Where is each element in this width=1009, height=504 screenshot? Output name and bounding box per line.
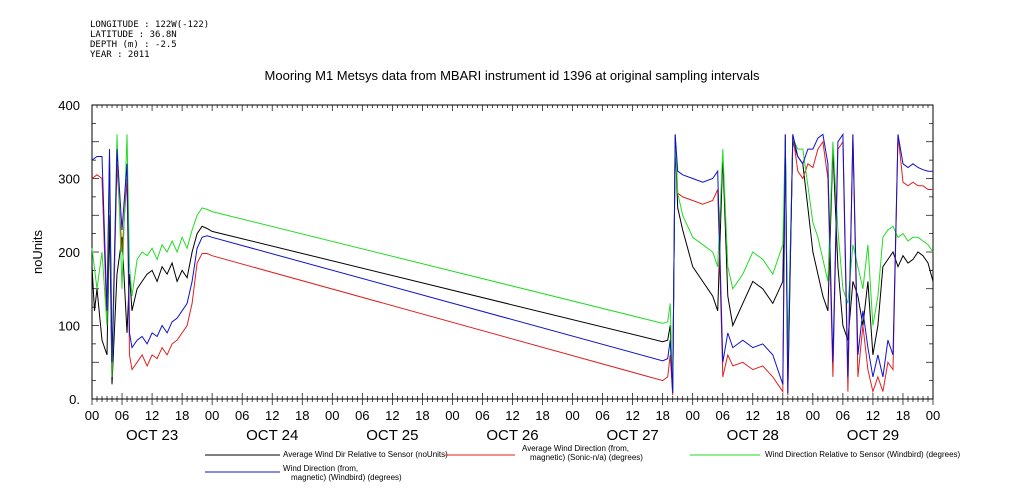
legend-label-2: magnetic) (Sonic-n/a) (degrees) — [530, 453, 643, 462]
legend-label-4: Wind Direction (from, — [283, 464, 358, 473]
chart-title: Mooring M1 Metsys data from MBARI instru… — [265, 68, 760, 83]
y-tick-label: 100 — [58, 319, 80, 334]
x-tick-label: 12 — [866, 408, 880, 423]
x-tick-label: 18 — [776, 408, 790, 423]
depth-text: DEPTH (m) : -2.5 — [90, 40, 177, 50]
x-tick-label: 06 — [716, 408, 730, 423]
y-tick-label: 300 — [58, 172, 80, 187]
x-tick-label: 06 — [355, 408, 369, 423]
x-tick-label: 12 — [505, 408, 519, 423]
x-tick-label: 00 — [806, 408, 820, 423]
x-tick-label: 00 — [565, 408, 579, 423]
x-tick-label: 06 — [235, 408, 249, 423]
x-tick-label: 18 — [655, 408, 669, 423]
x-tick-label: 00 — [685, 408, 699, 423]
y-tick-label: 400 — [58, 98, 80, 113]
x-tick-label: 12 — [746, 408, 760, 423]
x-day-label: OCT 28 — [727, 427, 779, 444]
axis-ticks — [91, 104, 934, 405]
series-line-4 — [91, 132, 933, 394]
x-tick-label: 12 — [265, 408, 279, 423]
x-tick-label: 06 — [836, 408, 850, 423]
x-tick-label: 06 — [595, 408, 609, 423]
longitude-text: LONGITUDE : 122W(-122) — [90, 20, 210, 30]
y-tick-label: 0. — [69, 392, 80, 407]
x-day-label: OCT 27 — [607, 427, 659, 444]
legend-label-1: Average Wind Dir Relative to Sensor (noU… — [283, 450, 448, 459]
series-line-3 — [91, 134, 934, 392]
series-line-1 — [91, 141, 934, 392]
metadata-block: LONGITUDE : 122W(-122) LATITUDE : 36.8N … — [90, 20, 209, 60]
x-tick-label: 12 — [385, 408, 399, 423]
legend-label-4: magnetic) (Windbird) (degrees) — [291, 473, 402, 482]
x-day-label: OCT 24 — [246, 427, 298, 444]
x-tick-label: 00 — [325, 408, 339, 423]
y-axis-label: noUnits — [30, 229, 45, 274]
y-axis: 0. 100 200 300 400 — [58, 98, 80, 407]
plot-frame — [91, 104, 934, 400]
legend-label-2: Average Wind Direction (from, — [522, 444, 629, 453]
x-day-label: OCT 23 — [126, 427, 178, 444]
x-tick-label: 00 — [85, 408, 99, 423]
x-tick-label: 18 — [175, 408, 189, 423]
x-axis: 00 06 12 18 00 06 12 18 00 06 12 18 00 06 12 18 00 06 12 18… — [85, 408, 940, 444]
x-tick-label: 18 — [535, 408, 549, 423]
x-tick-label: 00 — [926, 408, 940, 423]
x-day-label: OCT 26 — [486, 427, 538, 444]
x-tick-label: 06 — [475, 408, 489, 423]
y-tick-label: 200 — [58, 245, 80, 260]
x-day-label: OCT 29 — [847, 427, 899, 444]
x-tick-label: 12 — [625, 408, 639, 423]
x-tick-label: 00 — [205, 408, 219, 423]
year-text: YEAR : 2011 — [90, 50, 150, 60]
x-tick-label: 12 — [145, 408, 159, 423]
x-tick-label: 00 — [445, 408, 459, 423]
legend-label-3: Wind Direction Relative to Sensor (Windb… — [765, 450, 961, 459]
series-group — [91, 132, 934, 396]
x-tick-label: 18 — [295, 408, 309, 423]
x-tick-label: 06 — [115, 408, 129, 423]
x-tick-label: 18 — [896, 408, 910, 423]
latitude-text: LATITUDE : 36.8N — [90, 30, 177, 40]
x-tick-label: 18 — [415, 408, 429, 423]
legend: Average Wind Dir Relative to Sensor (noU… — [205, 444, 961, 482]
series-line-2 — [91, 134, 933, 396]
x-day-label: OCT 25 — [366, 427, 418, 444]
